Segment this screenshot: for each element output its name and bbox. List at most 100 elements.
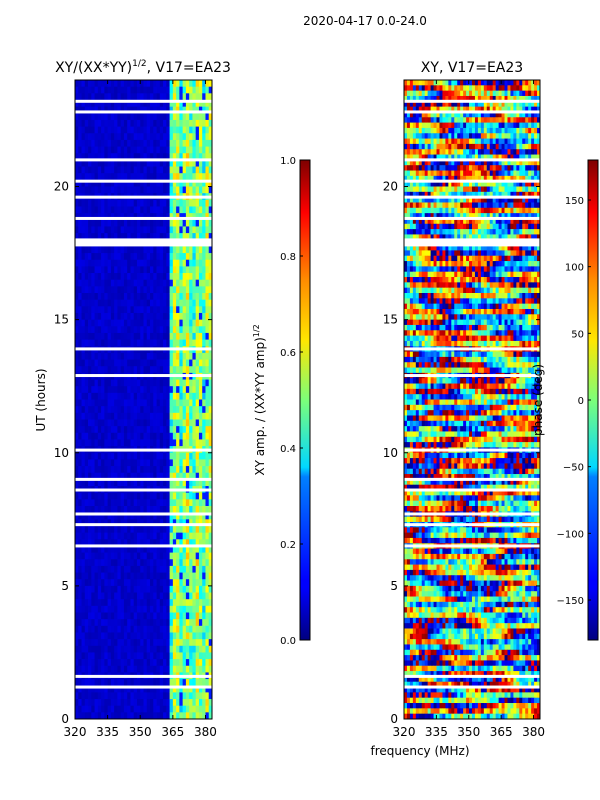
amplitude-ratio-cell	[78, 452, 82, 460]
phase-cell	[501, 159, 505, 166]
amplitude-ratio-cell	[140, 466, 144, 474]
amplitude-ratio-cell	[176, 80, 180, 88]
amplitude-ratio-cell	[163, 506, 167, 514]
amplitude-ratio-cell	[94, 572, 99, 580]
phase-cell	[415, 133, 420, 139]
amplitude-ratio-cell	[78, 472, 82, 480]
amplitude-ratio-cell	[195, 179, 200, 187]
amplitude-ratio-cell	[156, 712, 161, 720]
amplitude-ratio-cell	[153, 525, 157, 534]
amplitude-ratio-cell	[205, 652, 210, 660]
amplitude-ratio-cell	[189, 113, 193, 121]
amplitude-ratio-cell	[153, 639, 157, 647]
phase-cell	[445, 127, 449, 134]
phase-cell	[418, 181, 423, 187]
amplitude-ratio-cell	[185, 133, 190, 141]
amplitude-ratio-cell	[136, 625, 141, 633]
phase-cell	[519, 122, 523, 129]
amplitude-ratio-cell	[163, 625, 167, 633]
amplitude-ratio-cell	[153, 492, 157, 500]
amplitude-ratio-cell	[127, 512, 131, 520]
phase-cell	[460, 85, 464, 92]
amplitude-ratio-cell	[130, 699, 135, 707]
phase-cell	[466, 165, 470, 171]
amplitude-ratio-cell	[88, 332, 92, 340]
amplitude-ratio-cell	[110, 166, 115, 174]
amplitude-ratio-cell	[123, 506, 128, 514]
amplitude-ratio-cell	[166, 352, 170, 360]
phase-cell	[424, 117, 429, 124]
amplitude-ratio-cell	[150, 273, 154, 281]
amplitude-ratio-cell	[88, 406, 92, 414]
amplitude-ratio-cell	[123, 619, 128, 627]
phase-cell	[480, 170, 485, 177]
phase-cell	[525, 165, 529, 171]
amplitude-ratio-cell	[202, 219, 206, 227]
amplitude-ratio-cell	[136, 506, 141, 514]
amplitude-ratio-cell	[127, 392, 131, 400]
amplitude-ratio-cell	[133, 466, 138, 474]
amplitude-ratio-cell	[117, 379, 122, 387]
amplitude-ratio-cell	[101, 226, 105, 234]
amplitude-ratio-cell	[101, 399, 105, 407]
amplitude-ratio-cell	[150, 552, 154, 560]
amplitude-ratio-cell	[78, 632, 82, 640]
amplitude-ratio-cell	[143, 506, 148, 514]
amplitude-ratio-cell	[120, 186, 125, 194]
amplitude-ratio-cell	[81, 206, 86, 214]
amplitude-ratio-cell	[127, 605, 131, 613]
amplitude-ratio-cell	[94, 406, 99, 414]
amplitude-ratio-cell	[189, 532, 193, 540]
amplitude-ratio-cell	[156, 379, 161, 387]
amplitude-ratio-cell	[78, 525, 82, 534]
amplitude-ratio-cell	[101, 499, 105, 507]
amplitude-ratio-cell	[143, 525, 148, 534]
amplitude-ratio-cell	[208, 179, 213, 187]
phase-cell	[463, 175, 467, 182]
amplitude-ratio-cell	[150, 579, 154, 587]
amplitude-ratio-cell	[153, 279, 157, 287]
phase-cell	[404, 117, 408, 124]
amplitude-ratio-cell	[156, 439, 161, 447]
phase-cell	[534, 149, 538, 155]
amplitude-ratio-cell	[120, 525, 125, 534]
amplitude-ratio-cell	[107, 552, 112, 560]
amplitude-ratio-cell	[182, 599, 187, 607]
amplitude-ratio-cell	[107, 99, 112, 108]
amplitude-ratio-cell	[198, 426, 203, 434]
amplitude-ratio-cell	[117, 506, 122, 514]
phase-cell	[522, 101, 526, 108]
phase-cell	[418, 111, 423, 118]
amplitude-ratio-cell	[104, 93, 109, 101]
amplitude-ratio-cell	[172, 545, 177, 553]
amplitude-ratio-cell	[172, 559, 177, 567]
amplitude-ratio-cell	[169, 186, 174, 194]
amplitude-ratio-cell	[169, 552, 174, 560]
amplitude-ratio-cell	[150, 352, 154, 360]
amplitude-ratio-cell	[159, 166, 164, 174]
amplitude-ratio-cell	[127, 286, 131, 294]
amplitude-ratio-cell	[114, 532, 118, 540]
amplitude-ratio-cell	[150, 186, 154, 194]
amplitude-ratio-cell	[104, 439, 109, 447]
amplitude-ratio-cell	[91, 692, 95, 700]
amplitude-ratio-cell	[123, 605, 128, 613]
amplitude-ratio-cell	[97, 552, 102, 560]
amplitude-ratio-cell	[114, 119, 118, 127]
phase-cell	[504, 170, 508, 177]
amplitude-ratio-cell	[189, 625, 193, 633]
amplitude-ratio-cell	[189, 273, 193, 281]
amplitude-ratio-cell	[150, 133, 154, 141]
amplitude-ratio-cell	[146, 332, 151, 340]
amplitude-ratio-cell	[88, 326, 92, 334]
phase-cell	[492, 106, 497, 113]
amplitude-ratio-cell	[156, 665, 161, 673]
phase-cell	[495, 143, 500, 150]
phase-cell	[409, 101, 414, 108]
amplitude-ratio-cell	[91, 439, 95, 447]
amplitude-ratio-cell	[185, 352, 190, 360]
phase-cell	[436, 101, 440, 108]
amplitude-ratio-cell	[202, 286, 206, 294]
amplitude-ratio-cell	[205, 685, 210, 693]
amplitude-ratio-cell	[114, 479, 118, 487]
